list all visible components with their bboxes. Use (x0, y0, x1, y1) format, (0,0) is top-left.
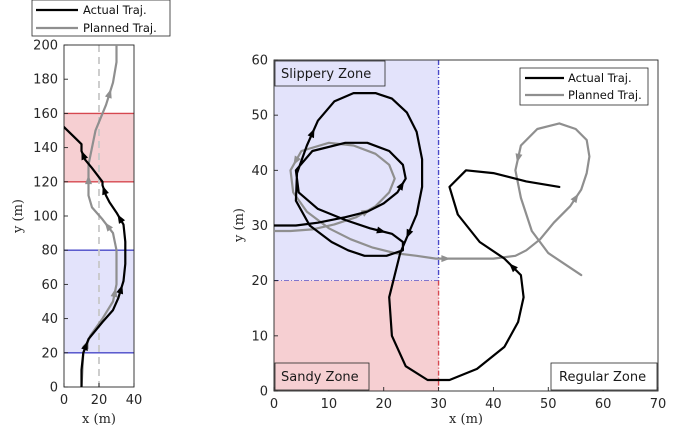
left-y-tick-label-4: 80 (41, 244, 58, 259)
right-arrow-actual-traj-1 (376, 226, 386, 234)
right-x-tick-label-7: 70 (650, 397, 667, 412)
left-y-tick-label-0: 0 (50, 381, 58, 396)
right-y-tick-label-4: 40 (251, 164, 268, 179)
right-y-tick-label-6: 60 (251, 54, 268, 69)
right-legend-box (519, 67, 649, 106)
right-arrow-actual-traj-3 (406, 228, 414, 239)
left-arrow-actual-traj-2 (117, 214, 126, 224)
left-y-tick-label-3: 60 (41, 278, 58, 293)
right-y-tick-label-0: 0 (260, 385, 268, 400)
left-y-tick-label-10: 200 (33, 39, 58, 54)
right-y-tick-label-1: 10 (251, 329, 268, 344)
right-y-tick-label-3: 30 (251, 219, 268, 234)
left-y-tick-label-6: 120 (33, 175, 58, 190)
left-arrow-actual-traj-1 (116, 284, 124, 295)
right-arrow-planned-traj-1 (293, 155, 301, 166)
left-y-tick-label-1: 20 (41, 346, 58, 361)
right-x-tick-label-1: 10 (321, 397, 338, 412)
left-y-tick-label-2: 40 (41, 312, 58, 327)
left-tick-group: 0 20 40 0 20 40 60 80 100 120 140 160 180 200 (33, 39, 142, 409)
right-x-tick-label-6: 60 (595, 397, 612, 412)
left-arrow-planned-traj-4 (104, 88, 112, 99)
left-arrow-planned-traj-1 (110, 288, 118, 298)
left-x-tick-label-2: 40 (126, 393, 143, 408)
zone-label-text-slippery: Slippery Zone (281, 67, 371, 82)
zone-label-text-regular: Regular Zone (559, 370, 646, 385)
left-arrow-actual-traj-3 (102, 185, 109, 196)
zone-label-text-sandy: Sandy Zone (281, 370, 359, 385)
right-y-tick-label-5: 50 (251, 109, 268, 124)
right-x-tick-label-0: 0 (270, 397, 278, 412)
right-x-tick-label-3: 30 (430, 397, 447, 412)
right-arrow-actual-traj-4 (509, 263, 518, 273)
right-arrow-actual-traj-2 (307, 128, 315, 139)
right-arrow-planned-traj-3 (570, 193, 579, 204)
zone-label-slippery: Slippery Zone (274, 60, 386, 87)
right-trajectories (274, 91, 591, 382)
right-x-tick-label-4: 40 (485, 397, 502, 412)
left-x-tick-label-1: 20 (91, 393, 108, 408)
right-x-tick-label-5: 50 (540, 397, 557, 412)
left-x-axis-label: x (m) (82, 412, 116, 427)
right-arrow-planned-traj-4 (515, 153, 523, 163)
right-tick-group: 0 10 20 30 40 50 60 70 0 10 20 30 40 50 60 (251, 54, 666, 413)
left-legend: Actual Traj. Planned Traj. (31, 0, 171, 37)
right-y-tick-label-2: 20 (251, 274, 268, 289)
right-plot: 0 10 20 30 40 50 60 70 0 10 20 30 40 50 60 Slippery Zo… (232, 54, 666, 428)
zone-label-box-regular (550, 362, 658, 391)
left-y-tick-label-8: 160 (33, 107, 58, 122)
left-arrow-actual-traj-4 (81, 150, 89, 161)
left-trajectories (64, 45, 127, 387)
right-x-tick-label-2: 20 (375, 397, 392, 412)
zone-label-regular: Regular Zone (550, 362, 658, 391)
left-arrow-actual-traj-0 (81, 341, 88, 351)
right-arrow-actual-traj-0 (396, 181, 405, 191)
left-x-tick-label-0: 0 (60, 393, 68, 408)
right-legend-label-actual: Actual Traj. (568, 71, 632, 85)
left-y-tick-label-7: 140 (33, 141, 58, 156)
left-legend-box (31, 0, 171, 37)
left-legend-label-actual: Actual Traj. (83, 3, 147, 17)
left-arrow-planned-traj-3 (85, 175, 92, 185)
left-y-tick-label-5: 100 (33, 210, 58, 225)
zone-label-box-slippery (274, 60, 386, 87)
right-region-0 (274, 60, 439, 281)
left-arrow-planned-traj-2 (104, 222, 114, 232)
left-y-axis-label: y (m) (11, 199, 26, 234)
right-legend-label-planned: Planned Traj. (568, 88, 642, 102)
zone-label-sandy: Sandy Zone (274, 362, 370, 391)
right-y-axis-label: y (m) (232, 208, 247, 243)
right-x-axis-label: x (m) (449, 412, 483, 427)
left-legend-label-planned: Planned Traj. (83, 21, 157, 35)
zone-label-box-sandy (274, 362, 370, 391)
left-y-tick-label-9: 180 (33, 73, 58, 88)
left-plot: 0 20 40 0 20 40 60 80 100 120 140 160 180 200 x (m) y… (11, 0, 171, 427)
right-arrow-planned-traj-2 (441, 255, 451, 263)
right-legend: Actual Traj. Planned Traj. (519, 67, 649, 106)
